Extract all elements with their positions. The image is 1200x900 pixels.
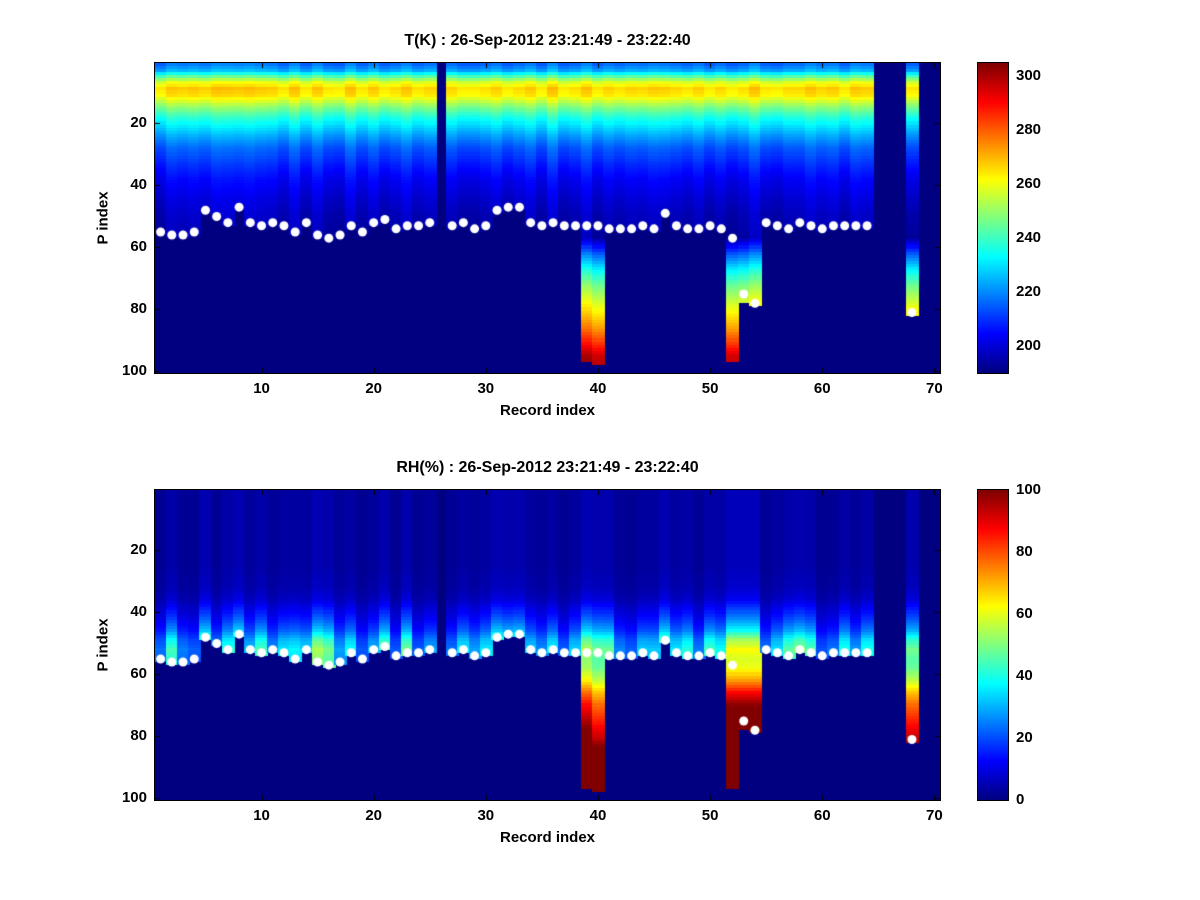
x-tick-label: 70 <box>926 380 943 397</box>
y-tick-label: 20 <box>130 114 147 132</box>
colorbar-tick-label: 20 <box>1016 729 1033 746</box>
colorbar-tick-label: 280 <box>1016 121 1042 139</box>
colorbar-tick-label: 200 <box>1016 337 1042 355</box>
colorbar-tick-label: 260 <box>1016 175 1042 193</box>
temperature-heatmap <box>154 62 941 374</box>
x-tick-label: 10 <box>253 380 270 397</box>
y-tick-label: 60 <box>130 238 147 256</box>
temperature-colorbar-canvas <box>978 63 1008 373</box>
temperature-plot-title: T(K) : 26-Sep-2012 23:21:49 - 23:22:40 <box>404 32 691 49</box>
colorbar-tick-label: 80 <box>1016 543 1033 560</box>
colorbar-tick-label: 0 <box>1016 791 1025 808</box>
colorbar-tick-label: 100 <box>1016 481 1042 498</box>
colorbar-tick-label: 220 <box>1016 283 1042 301</box>
x-tick-label: 40 <box>589 807 607 824</box>
temperature-x-axis-label: Record index <box>499 402 596 419</box>
humidity-colorbar <box>977 489 1009 801</box>
x-tick-label: 20 <box>365 380 383 397</box>
humidity-heatmap <box>154 489 941 801</box>
humidity-plot-title: RH(%) : 26-Sep-2012 23:21:49 - 23:22:40 <box>396 459 699 476</box>
y-tick-label: 40 <box>130 176 147 194</box>
temperature-colorbar <box>977 62 1009 374</box>
humidity-heatmap-canvas <box>155 490 940 800</box>
y-tick-label: 100 <box>121 789 147 807</box>
y-tick-label: 100 <box>121 362 147 380</box>
humidity-colorbar-canvas <box>978 490 1008 800</box>
x-tick-label: 30 <box>477 807 495 824</box>
colorbar-tick-label: 40 <box>1016 667 1033 684</box>
x-tick-label: 50 <box>701 807 719 824</box>
x-tick-label: 30 <box>477 380 495 397</box>
colorbar-tick-label: 300 <box>1016 67 1042 85</box>
colorbar-tick-label: 60 <box>1016 605 1033 622</box>
colorbar-tick-label: 240 <box>1016 229 1042 247</box>
temperature-heatmap-canvas <box>155 63 940 373</box>
humidity-y-axis-label: P index <box>94 618 112 672</box>
x-tick-label: 70 <box>926 807 943 824</box>
x-tick-label: 50 <box>701 380 719 397</box>
x-tick-label: 20 <box>365 807 383 824</box>
x-tick-label: 40 <box>589 380 607 397</box>
x-tick-label: 60 <box>813 807 831 824</box>
y-tick-label: 40 <box>130 603 147 621</box>
x-tick-label: 60 <box>813 380 831 397</box>
y-tick-label: 80 <box>130 727 147 745</box>
x-tick-label: 10 <box>253 807 270 824</box>
temperature-y-axis-label: P index <box>94 191 112 245</box>
y-tick-label: 60 <box>130 665 147 683</box>
y-tick-label: 80 <box>130 300 147 318</box>
humidity-x-axis-label: Record index <box>499 829 596 846</box>
y-tick-label: 20 <box>130 541 147 559</box>
